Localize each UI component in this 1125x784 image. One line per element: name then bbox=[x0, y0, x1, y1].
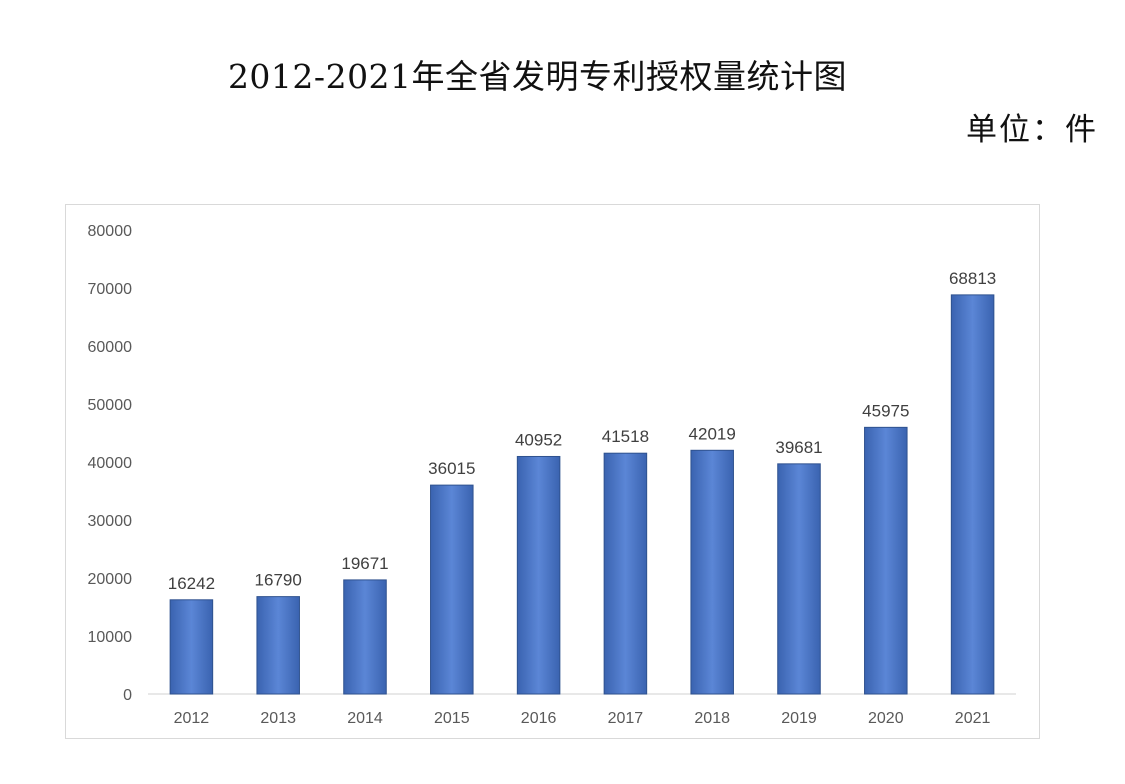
data-label-2019: 39681 bbox=[775, 438, 822, 457]
x-axis: 2012 2013 2014 2015 2016 2017 2018 2019 2020 2021 bbox=[148, 693, 1016, 727]
data-label-2012: 16242 bbox=[168, 574, 215, 593]
bar-2014 bbox=[343, 579, 387, 695]
page-title: 2012-2021年全省发明专利授权量统计图 bbox=[227, 57, 848, 96]
bar-2020 bbox=[864, 426, 908, 695]
data-label-2021: 68813 bbox=[949, 269, 996, 288]
data-label-2016: 40952 bbox=[515, 430, 562, 449]
x-tick-label-2018: 2018 bbox=[694, 710, 730, 727]
bar-2015 bbox=[430, 484, 474, 695]
y-tick-label: 40000 bbox=[88, 455, 133, 472]
y-tick-label: 60000 bbox=[88, 339, 133, 356]
x-tick-label-2019: 2019 bbox=[781, 710, 817, 727]
bar-2021 bbox=[950, 294, 995, 695]
chart-frame: 0 10000 20000 30000 40000 50000 60000 70000 8000… bbox=[65, 204, 1040, 739]
y-tick-label: 30000 bbox=[88, 513, 133, 530]
data-label-2017: 41518 bbox=[602, 427, 649, 446]
x-tick-label-2016: 2016 bbox=[521, 710, 557, 727]
y-tick-label: 50000 bbox=[88, 397, 133, 414]
data-label-2014: 19671 bbox=[341, 554, 388, 573]
y-tick-label: 20000 bbox=[88, 571, 133, 588]
x-tick-label-2014: 2014 bbox=[347, 710, 383, 727]
bar-2018 bbox=[690, 449, 734, 695]
x-tick-label-2012: 2012 bbox=[174, 710, 210, 727]
data-label-2015: 36015 bbox=[428, 459, 475, 478]
bar-2012 bbox=[169, 599, 214, 695]
y-tick-label: 70000 bbox=[88, 281, 133, 298]
bar-2016 bbox=[516, 455, 561, 695]
bar-2019 bbox=[777, 463, 821, 695]
x-tick-label-2021: 2021 bbox=[955, 710, 991, 727]
y-tick-label: 80000 bbox=[88, 223, 133, 240]
bars bbox=[169, 294, 995, 695]
x-tick-label-2015: 2015 bbox=[434, 710, 470, 727]
data-label-2013: 16790 bbox=[255, 571, 302, 590]
data-label-2020: 45975 bbox=[862, 401, 909, 420]
y-tick-label: 10000 bbox=[88, 629, 133, 646]
data-label-2018: 42019 bbox=[689, 424, 736, 443]
bar-2013 bbox=[256, 596, 300, 695]
bar-2017 bbox=[603, 452, 648, 695]
bar-chart: 0 10000 20000 30000 40000 50000 60000 70000 8000… bbox=[88, 223, 1016, 727]
x-tick-label-2017: 2017 bbox=[608, 710, 644, 727]
y-tick-label: 0 bbox=[123, 687, 132, 704]
x-tick-label-2013: 2013 bbox=[260, 710, 296, 727]
unit-label: 单位：件 bbox=[966, 112, 1098, 148]
x-tick-label-2020: 2020 bbox=[868, 710, 904, 727]
y-axis: 0 10000 20000 30000 40000 50000 60000 70000 8000… bbox=[88, 223, 133, 704]
data-labels: 16242 16790 19671 36015 40952 41518 42019 39681… bbox=[168, 269, 996, 593]
